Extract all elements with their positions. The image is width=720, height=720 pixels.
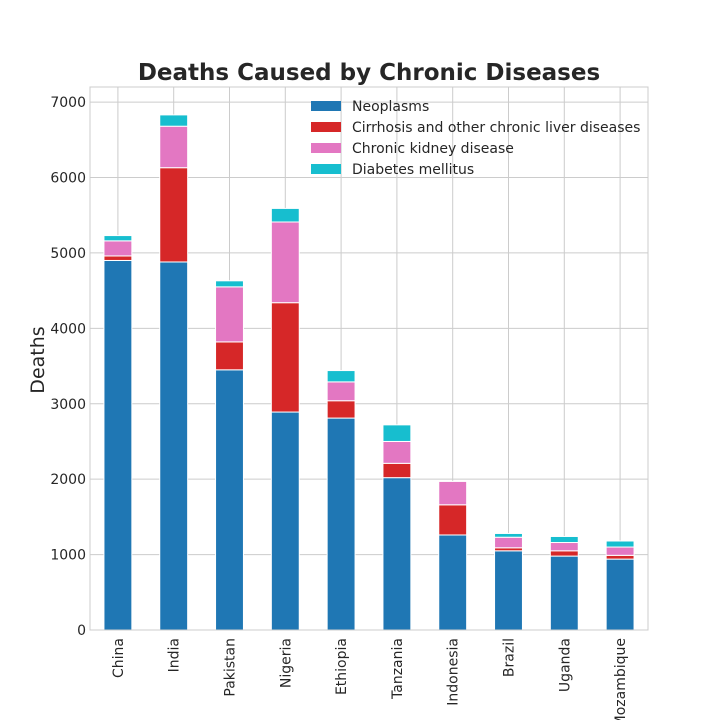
bar-segment bbox=[159, 167, 189, 263]
bar-segment bbox=[605, 540, 635, 548]
bar-segment bbox=[549, 542, 579, 552]
x-tick-labels: China India Pakistan Nigeria Ethiopia Tanzani… bbox=[111, 638, 629, 720]
x-tick-label: Nigeria bbox=[278, 638, 294, 688]
bar-segment bbox=[270, 411, 300, 631]
bar-segment bbox=[326, 400, 356, 419]
bar-segment bbox=[159, 125, 189, 169]
x-tick-label: Mozambique bbox=[613, 638, 629, 720]
y-tick-label: 4000 bbox=[50, 321, 86, 337]
bar-segment bbox=[549, 555, 579, 631]
legend-swatch bbox=[311, 164, 341, 174]
legend-label: Neoplasms bbox=[352, 99, 429, 115]
bar-segment bbox=[215, 341, 244, 371]
legend-label: Cirrhosis and other chronic liver diseas… bbox=[352, 120, 640, 136]
y-tick-label: 7000 bbox=[50, 95, 86, 111]
bar-segment bbox=[159, 261, 189, 631]
bar-segment bbox=[159, 114, 189, 127]
legend-label: Diabetes mellitus bbox=[352, 162, 474, 178]
bar-segment bbox=[326, 381, 356, 402]
legend: Neoplasms Cirrhosis and other chronic liv… bbox=[311, 99, 640, 178]
bar-segment bbox=[438, 504, 468, 536]
x-tick-label: Brazil bbox=[502, 638, 518, 677]
x-tick-label: Uganda bbox=[557, 638, 573, 692]
bar-segment bbox=[438, 534, 468, 631]
bar-segment bbox=[494, 550, 523, 631]
bar-segment bbox=[103, 235, 133, 242]
bar-segment bbox=[549, 550, 579, 557]
bar-segment bbox=[103, 255, 133, 261]
y-tick-label: 0 bbox=[77, 623, 86, 639]
y-tick-labels: 0 1000 2000 3000 4000 5000 6000 7000 bbox=[50, 95, 86, 639]
bar-segment bbox=[270, 221, 300, 304]
x-tick-label: Indonesia bbox=[446, 638, 462, 706]
bar-segment bbox=[215, 280, 244, 288]
bar-segment bbox=[549, 535, 579, 544]
bar-segment bbox=[605, 554, 635, 560]
plot-frame bbox=[89, 86, 649, 631]
bar-segment bbox=[382, 440, 412, 464]
y-tick-label: 2000 bbox=[50, 472, 86, 488]
y-tick-label: 6000 bbox=[50, 171, 86, 187]
legend-swatch bbox=[311, 101, 341, 111]
legend-swatch bbox=[311, 143, 341, 153]
bars bbox=[103, 114, 635, 631]
y-tick-label: 1000 bbox=[50, 548, 86, 564]
bar-segment bbox=[438, 480, 468, 506]
x-tick-label: Tanzania bbox=[390, 638, 406, 700]
x-tick-label: China bbox=[111, 638, 127, 678]
bar-segment bbox=[326, 370, 356, 383]
y-tick-label: 5000 bbox=[50, 246, 86, 262]
bar-segment bbox=[605, 558, 635, 631]
x-tick-label: India bbox=[167, 638, 183, 672]
bar-segment bbox=[382, 462, 412, 479]
bar-segment bbox=[270, 302, 300, 413]
bar-segment bbox=[215, 369, 244, 631]
bar-segment bbox=[103, 259, 133, 631]
bar-segment bbox=[103, 240, 133, 257]
bar-segment bbox=[270, 207, 300, 223]
y-tick-label: 3000 bbox=[50, 397, 86, 413]
chart-title: Deaths Caused by Chronic Diseases bbox=[138, 60, 600, 86]
legend-swatch bbox=[311, 122, 341, 132]
y-axis-label: Deaths bbox=[27, 326, 49, 393]
bar-segment bbox=[494, 536, 523, 549]
bar-segment bbox=[494, 532, 523, 538]
bar-segment bbox=[215, 286, 244, 343]
bar-segment bbox=[382, 424, 412, 442]
bar-segment bbox=[382, 477, 412, 631]
bar-segment bbox=[605, 546, 635, 556]
x-tick-label: Pakistan bbox=[223, 638, 239, 697]
legend-label: Chronic kidney disease bbox=[352, 141, 514, 157]
x-tick-label: Ethiopia bbox=[334, 638, 350, 695]
bar-segment bbox=[326, 417, 356, 631]
